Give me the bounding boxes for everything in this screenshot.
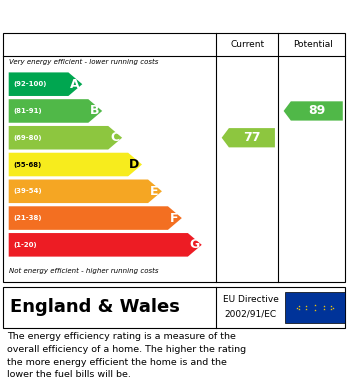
Text: EU Directive: EU Directive bbox=[223, 295, 279, 304]
Polygon shape bbox=[284, 101, 343, 120]
Text: Energy Efficiency Rating: Energy Efficiency Rating bbox=[9, 7, 219, 23]
Text: Very energy efficient - lower running costs: Very energy efficient - lower running co… bbox=[9, 59, 158, 65]
Text: (81-91): (81-91) bbox=[13, 108, 41, 114]
Text: B: B bbox=[90, 104, 99, 117]
Text: 77: 77 bbox=[243, 131, 261, 144]
Text: 2002/91/EC: 2002/91/EC bbox=[225, 310, 277, 319]
Text: England & Wales: England & Wales bbox=[10, 298, 180, 316]
Text: (55-68): (55-68) bbox=[13, 161, 41, 167]
Text: (92-100): (92-100) bbox=[13, 81, 46, 87]
Polygon shape bbox=[9, 206, 182, 230]
Polygon shape bbox=[222, 128, 275, 147]
Text: Potential: Potential bbox=[293, 39, 333, 48]
Polygon shape bbox=[9, 179, 162, 203]
Text: C: C bbox=[110, 131, 119, 144]
Text: (21-38): (21-38) bbox=[13, 215, 41, 221]
Polygon shape bbox=[9, 233, 202, 256]
Polygon shape bbox=[9, 153, 142, 176]
Polygon shape bbox=[9, 99, 102, 123]
Text: G: G bbox=[189, 239, 199, 251]
Text: Current: Current bbox=[230, 39, 264, 48]
Text: A: A bbox=[70, 78, 79, 91]
Polygon shape bbox=[9, 72, 82, 96]
Text: F: F bbox=[170, 212, 179, 224]
Text: E: E bbox=[150, 185, 159, 198]
Text: (69-80): (69-80) bbox=[13, 135, 41, 141]
Text: 89: 89 bbox=[308, 104, 325, 117]
Text: The energy efficiency rating is a measure of the
overall efficiency of a home. T: The energy efficiency rating is a measur… bbox=[7, 332, 246, 379]
Text: D: D bbox=[129, 158, 140, 171]
Text: Not energy efficient - higher running costs: Not energy efficient - higher running co… bbox=[9, 268, 158, 274]
Text: (1-20): (1-20) bbox=[13, 242, 37, 248]
Bar bbox=[285, 292, 345, 323]
Polygon shape bbox=[9, 126, 122, 149]
Text: (39-54): (39-54) bbox=[13, 188, 41, 194]
